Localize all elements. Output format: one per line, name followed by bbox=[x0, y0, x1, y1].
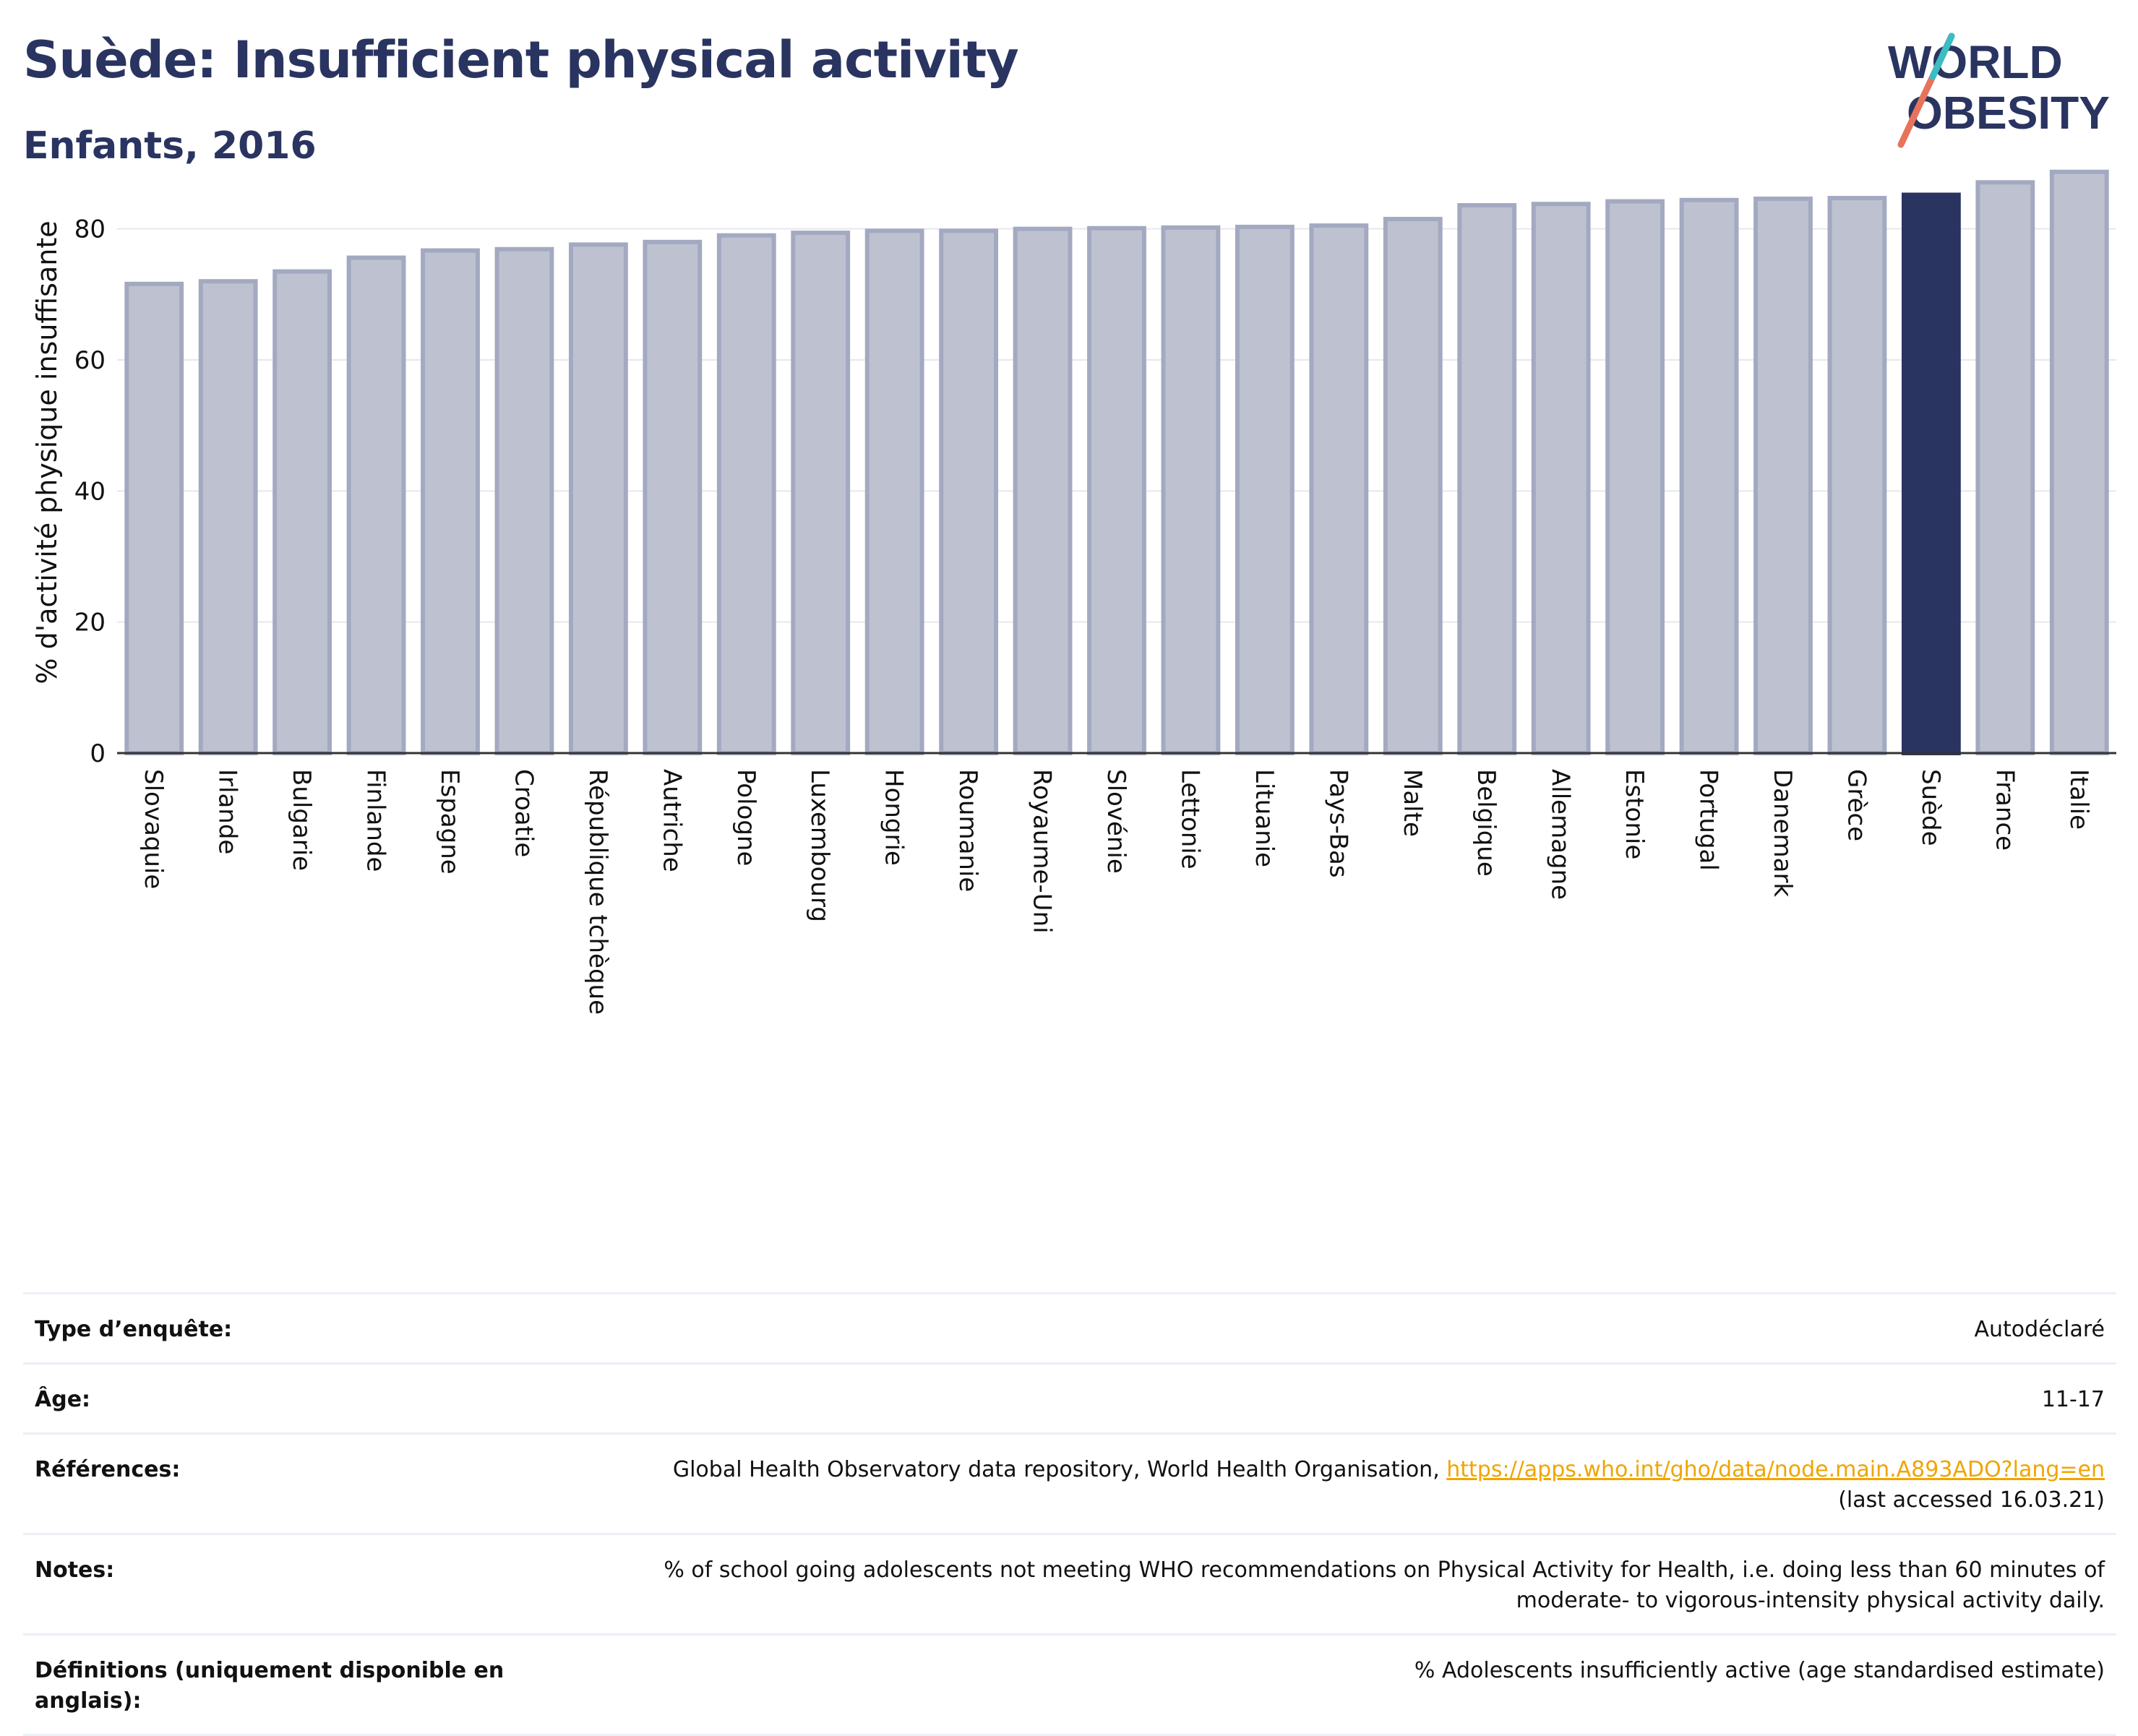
y-axis-label: % d'activité physique insuffisante bbox=[31, 220, 63, 684]
survey-type-row: Type d’enquête: Autodéclaré bbox=[23, 1292, 2116, 1362]
x-tick-label: Malte bbox=[1398, 769, 1427, 837]
x-tick-label: Allemagne bbox=[1546, 769, 1575, 900]
references-accessed: (last accessed 16.03.21) bbox=[1838, 1487, 2105, 1513]
bar-malte bbox=[1383, 217, 1443, 756]
x-tick-label: Luxembourg bbox=[805, 769, 834, 922]
bar-croatie bbox=[494, 246, 554, 756]
x-tick-label: Croatie bbox=[509, 769, 538, 857]
bar-danemark bbox=[1753, 196, 1813, 755]
x-tick-label: Lettonie bbox=[1175, 769, 1204, 869]
y-tick-label: 20 bbox=[74, 609, 106, 637]
x-tick-label: Pologne bbox=[731, 769, 760, 866]
x-tick-label: Royaume-Uni bbox=[1028, 769, 1057, 934]
bar-france bbox=[1975, 180, 2035, 755]
bar-finlande bbox=[346, 255, 406, 755]
bar-lettonie bbox=[1161, 225, 1221, 755]
x-tick-label: Estonie bbox=[1620, 769, 1649, 859]
x-tick-label: Italie bbox=[2064, 769, 2093, 830]
bar-pays-bas bbox=[1309, 223, 1369, 755]
bar-belgique bbox=[1457, 203, 1517, 755]
x-tick-label: Lituanie bbox=[1250, 769, 1279, 867]
x-tick-label: Danemark bbox=[1768, 769, 1797, 897]
x-tick-label: Suède bbox=[1916, 769, 1945, 846]
x-tick-label: Portugal bbox=[1694, 769, 1723, 871]
survey-type-label: Type d’enquête: bbox=[35, 1317, 233, 1342]
page-subtitle: Enfants, 2016 bbox=[23, 124, 317, 168]
age-label: Âge: bbox=[35, 1387, 91, 1412]
x-tick-label: Pays-Bas bbox=[1323, 769, 1352, 878]
world-obesity-logo: WORLD OBESITY bbox=[1888, 33, 2110, 148]
bar-royaume-uni bbox=[1013, 226, 1073, 755]
definitions-label: Définitions (uniquement disponible en an… bbox=[35, 1658, 505, 1714]
survey-type-value: Autodéclaré bbox=[1974, 1317, 2105, 1342]
bar-irlande bbox=[198, 279, 258, 755]
bar-slovénie bbox=[1087, 225, 1146, 755]
y-tick-label: 40 bbox=[74, 477, 106, 506]
bar-allemagne bbox=[1531, 202, 1591, 756]
page-title: Suède: Insufficient physical activity bbox=[23, 30, 1019, 90]
x-tick-label: Autriche bbox=[657, 769, 686, 872]
x-tick-label: Roumanie bbox=[953, 769, 982, 892]
references-link[interactable]: https://apps.who.int/gho/data/node.main.… bbox=[1446, 1457, 2105, 1482]
y-tick-label: 0 bbox=[90, 739, 106, 768]
bar-italie bbox=[2049, 169, 2109, 755]
bar-suède bbox=[1901, 192, 1961, 755]
x-tick-label: Hongrie bbox=[880, 769, 909, 866]
references-value: Global Health Observatory data repositor… bbox=[673, 1455, 2105, 1516]
bar-slovaquie bbox=[124, 281, 184, 755]
x-tick-label: Finlande bbox=[361, 769, 390, 872]
svg-text:WORLD: WORLD bbox=[1888, 36, 2063, 88]
references-text: Global Health Observatory data repositor… bbox=[672, 1457, 1447, 1482]
bar-autriche bbox=[643, 239, 703, 755]
x-tick-label: Belgique bbox=[1472, 769, 1501, 877]
age-row: Âge: 11-17 bbox=[23, 1362, 2116, 1432]
x-tick-label: République tchèque bbox=[583, 769, 612, 1015]
references-row: Références: Global Health Observatory da… bbox=[23, 1432, 2116, 1533]
notes-value: % of school going adolescents not meetin… bbox=[664, 1557, 2105, 1613]
bar-hongrie bbox=[864, 228, 924, 755]
y-tick-label: 80 bbox=[74, 215, 106, 244]
bar-pologne bbox=[716, 233, 776, 755]
x-tick-label: Grèce bbox=[1842, 769, 1871, 841]
age-value: 11-17 bbox=[2041, 1387, 2105, 1412]
bar-lituanie bbox=[1235, 224, 1295, 755]
bar-république-tchèque bbox=[568, 242, 628, 755]
svg-text:OBESITY: OBESITY bbox=[1907, 87, 2110, 139]
notes-label: Notes: bbox=[35, 1557, 115, 1583]
definitions-row: Définitions (uniquement disponible en an… bbox=[23, 1633, 2116, 1736]
x-tick-label: Irlande bbox=[213, 769, 242, 854]
x-tick-label: France bbox=[1990, 769, 2019, 851]
definitions-value: % Adolescents insufficiently active (age… bbox=[1414, 1658, 2105, 1683]
y-tick-label: 60 bbox=[74, 346, 106, 375]
info-table: Type d’enquête: Autodéclaré Âge: 11-17 R… bbox=[23, 1292, 2116, 1736]
references-label: Références: bbox=[35, 1457, 181, 1482]
bar-estonie bbox=[1605, 199, 1665, 755]
bar-espagne bbox=[421, 248, 480, 755]
notes-row: Notes: % of school going adolescents not… bbox=[23, 1533, 2116, 1633]
bar-bulgarie bbox=[272, 269, 332, 756]
bar-portugal bbox=[1679, 197, 1739, 756]
bar-chart: 0 20 40 60 80 Slovaquie Irlande Bulgarie Finlan… bbox=[31, 169, 2116, 1015]
x-tick-label: Slovaquie bbox=[139, 769, 168, 889]
bar-luxembourg bbox=[791, 231, 851, 755]
x-tick-label: Espagne bbox=[435, 769, 464, 875]
x-tick-label: Slovénie bbox=[1102, 769, 1130, 874]
bar-roumanie bbox=[939, 228, 999, 755]
bar-grèce bbox=[1827, 196, 1887, 755]
x-tick-label: Bulgarie bbox=[287, 769, 316, 871]
